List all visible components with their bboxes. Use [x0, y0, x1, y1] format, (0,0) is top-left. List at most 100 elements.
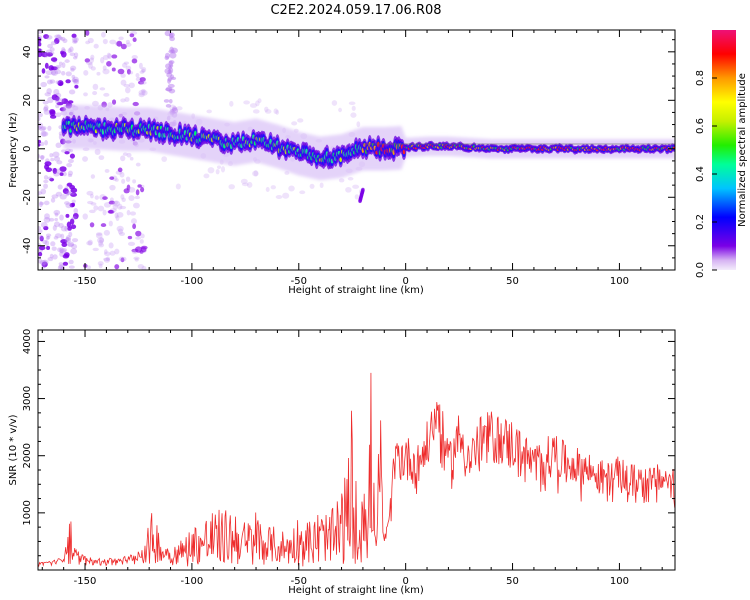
- spectral-speck: [108, 242, 114, 249]
- spectral-speck: [138, 92, 145, 98]
- snr-frame: [37, 329, 676, 571]
- spectral-speck: [120, 257, 125, 263]
- spectral-speck: [54, 233, 62, 239]
- spectral-speck: [57, 184, 63, 190]
- spectral-speck: [107, 102, 113, 108]
- spectral-speck: [135, 230, 142, 237]
- spectral-speck: [64, 237, 71, 244]
- spectral-speck: [40, 222, 48, 228]
- spectral-speck: [44, 161, 52, 167]
- spectral-speck: [252, 109, 260, 114]
- spectral-speck: [126, 184, 131, 191]
- x-tick-label: -50: [291, 576, 307, 587]
- spectral-speck: [95, 232, 103, 239]
- spectral-speck: [132, 37, 137, 43]
- spectral-speck: [66, 162, 73, 168]
- spectral-speck: [40, 125, 47, 131]
- spectral-speck: [98, 240, 104, 246]
- spectral-speck: [58, 61, 63, 66]
- spectral-speck: [288, 185, 295, 192]
- spectral-speck: [128, 82, 135, 89]
- spectral-speck: [46, 235, 51, 240]
- spectral-speck: [72, 56, 78, 60]
- spectral-speck: [167, 69, 172, 75]
- spectral-speck: [354, 194, 360, 200]
- spectral-speck: [90, 66, 96, 71]
- colorbar-gradient: [712, 30, 736, 270]
- spectral-speck: [38, 139, 42, 144]
- spectrogram-y-axis-label: Frequency (Hz): [8, 112, 19, 188]
- spectral-speck: [41, 131, 49, 137]
- x-tick-label: 100: [610, 576, 629, 587]
- spectral-speck: [140, 187, 145, 193]
- spectral-speck: [130, 218, 137, 225]
- spectral-speck: [52, 224, 57, 231]
- spectral-speck: [41, 259, 49, 266]
- spectral-speck: [275, 109, 280, 115]
- spectral-speck: [71, 199, 76, 203]
- spectral-speck: [43, 175, 49, 180]
- spectral-speck: [165, 87, 173, 92]
- spectral-speck: [121, 62, 128, 68]
- spectral-speck: [50, 57, 58, 62]
- spectral-speck: [69, 46, 74, 53]
- spectral-speck: [71, 238, 79, 243]
- spectral-speck: [61, 70, 66, 76]
- spectral-speck: [243, 100, 250, 105]
- spectral-speck: [338, 178, 345, 183]
- spectral-speck: [168, 98, 173, 104]
- colorbar-tick-label: 0.6: [695, 118, 706, 134]
- spectral-speck: [140, 233, 145, 239]
- spectral-speck: [71, 215, 77, 220]
- spectral-speck: [309, 183, 315, 189]
- spectral-speck: [95, 232, 103, 236]
- spectral-speck: [338, 107, 342, 113]
- spectral-speck: [90, 54, 95, 60]
- spectral-speck: [347, 177, 354, 181]
- spectral-speck: [44, 213, 50, 220]
- spectral-speck: [129, 33, 135, 38]
- spectral-speck: [216, 165, 222, 169]
- spectral-speck: [135, 246, 143, 253]
- spectral-speck: [62, 188, 69, 194]
- spectral-speck: [62, 38, 68, 44]
- spectral-speck: [108, 209, 114, 214]
- spectral-speck: [54, 217, 58, 222]
- spectral-speck: [67, 173, 73, 178]
- spectral-speck: [90, 193, 94, 199]
- spectral-speck: [125, 176, 131, 182]
- spectral-speck: [43, 183, 48, 189]
- spectral-speck: [131, 55, 138, 60]
- spectral-speck: [70, 67, 75, 72]
- spectral-speck: [118, 256, 125, 262]
- spectral-speck: [133, 256, 140, 260]
- spectral-speck: [55, 191, 63, 197]
- spectral-speck: [71, 244, 78, 250]
- spectral-speck: [41, 68, 46, 74]
- spectral-speck: [128, 195, 135, 201]
- spectral-speck: [273, 108, 279, 114]
- snr-lines: [38, 372, 675, 567]
- spectral-speck: [57, 36, 64, 41]
- spectral-speck: [126, 68, 131, 75]
- spectral-speck: [58, 262, 64, 266]
- spectral-speck: [102, 209, 107, 216]
- spectral-speck: [169, 36, 175, 42]
- spectral-speck: [38, 234, 44, 241]
- spectral-speck: [137, 184, 142, 188]
- spectral-speck: [90, 202, 97, 206]
- spectral-speck: [265, 186, 270, 192]
- spectral-speck: [56, 34, 62, 41]
- spectral-speck: [140, 80, 147, 85]
- spectral-speck: [297, 118, 304, 123]
- spectral-speck: [141, 265, 147, 270]
- spectral-speck: [351, 105, 356, 111]
- spectral-speck: [89, 57, 95, 63]
- spectral-speck: [59, 251, 64, 257]
- x-tick-label: -100: [181, 576, 204, 587]
- spectral-speck: [52, 167, 58, 175]
- spectral-speck: [44, 75, 50, 79]
- spectral-speck: [40, 81, 48, 88]
- spectral-speck: [123, 83, 130, 88]
- spectral-speck: [67, 243, 74, 247]
